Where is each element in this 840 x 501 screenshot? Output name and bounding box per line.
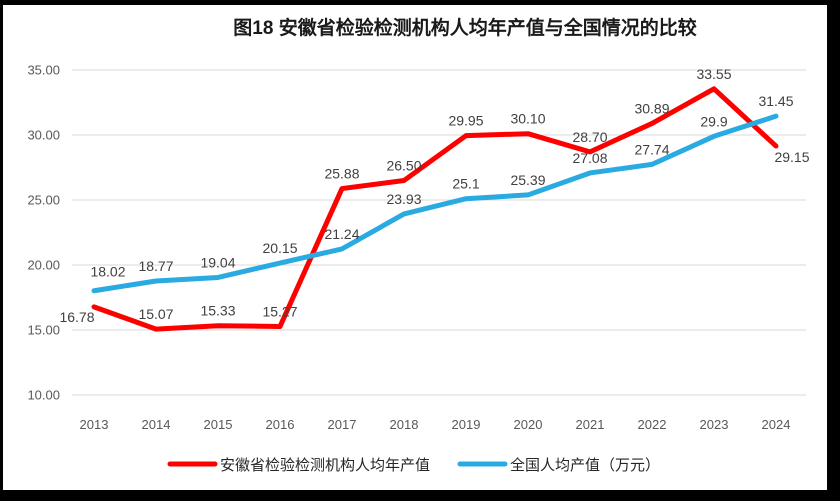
data-label: 29.95 [448,113,483,129]
chart-title: 图18 安徽省检验检测机构人均年产值与全国情况的比较 [233,16,696,39]
data-label: 23.93 [386,191,421,207]
data-label: 19.04 [200,254,235,270]
y-axis-tick-label: 20.00 [27,258,60,273]
x-axis-tick-label: 2015 [204,417,233,432]
x-axis-tick-label: 2018 [390,417,419,432]
x-axis-tick-label: 2013 [80,417,109,432]
data-label: 18.02 [90,264,125,280]
gridlines [72,69,806,396]
x-axis-labels: 2013 2014 2015 2016 2017 2018 2019 2020 2021 2022… [80,417,791,432]
line-chart: 图18 安徽省检验检测机构人均年产值与全国情况的比较 35.00 30.00 25.… [27,16,809,474]
series-line-national [91,113,779,294]
data-label: 27.08 [572,150,607,166]
x-axis-tick-label: 2023 [700,417,729,432]
series-line-anhui [91,86,779,332]
data-label: 15.33 [200,303,235,319]
x-axis-tick-label: 2022 [638,417,667,432]
x-axis-tick-label: 2016 [266,417,295,432]
chart-canvas: 图18 安徽省检验检测机构人均年产值与全国情况的比较 35.00 30.00 25.… [3,5,827,490]
x-axis-tick-label: 2024 [762,417,791,432]
data-label: 30.10 [510,111,545,127]
x-axis-tick-label: 2020 [514,417,543,432]
data-label: 15.27 [262,303,297,319]
data-label: 29.9 [700,113,727,129]
y-axis-tick-label: 25.00 [27,193,60,208]
x-axis-tick-label: 2021 [576,417,605,432]
x-axis-tick-label: 2017 [328,417,357,432]
data-labels: 16.78 15.07 15.33 15.27 25.88 26.50 29.95 30.10… [59,66,809,325]
y-axis-tick-label: 10.00 [27,388,60,403]
data-label: 25.39 [510,172,545,188]
data-label: 28.70 [572,129,607,145]
data-label: 16.78 [59,309,94,325]
data-label: 31.45 [758,93,793,109]
data-label: 25.88 [324,166,359,182]
data-label: 33.55 [696,66,731,82]
x-axis-tick-label: 2014 [142,417,171,432]
data-label: 18.77 [138,258,173,274]
legend-label-national: 全国人均产值（万元） [510,456,660,474]
y-axis-tick-label: 35.00 [27,63,60,78]
data-label: 30.89 [634,100,669,116]
data-label: 25.1 [452,176,479,192]
data-label: 20.15 [262,240,297,256]
data-label: 29.15 [774,149,809,165]
y-axis-tick-label: 15.00 [27,323,60,338]
data-label: 27.74 [634,141,669,157]
data-label: 15.07 [138,306,173,322]
y-axis-tick-label: 30.00 [27,128,60,143]
y-axis-labels: 35.00 30.00 25.00 20.00 15.00 10.00 [27,63,60,403]
data-label: 21.24 [324,226,359,242]
legend-label-anhui: 安徽省检验检测机构人均年产值 [220,457,430,474]
data-label: 26.50 [386,158,421,174]
x-axis-tick-label: 2019 [452,417,481,432]
series-lines [91,86,779,332]
legend: 安徽省检验检测机构人均年产值 全国人均产值（万元） [167,456,660,474]
